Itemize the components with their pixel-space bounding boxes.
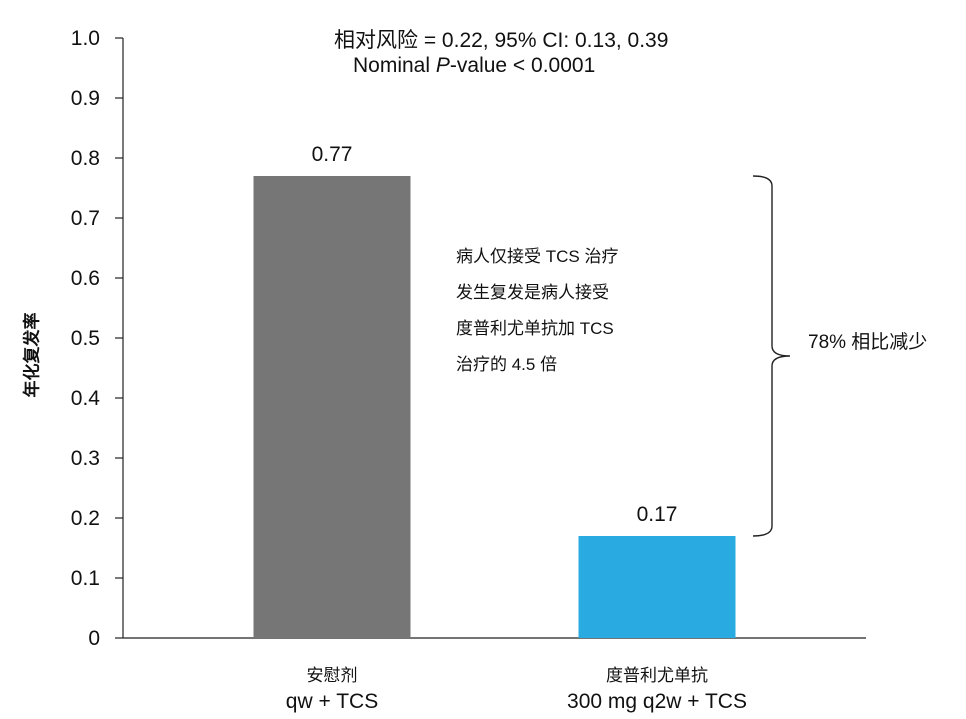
y-tick-label: 0.1: [71, 567, 100, 590]
bar-value-label: 0.77: [312, 143, 353, 166]
y-tick-label: 0.9: [71, 87, 100, 110]
y-tick-label: 0: [88, 627, 100, 650]
x-category-dose: qw + TCS: [285, 690, 379, 713]
bars: 0.77 0.17: [253, 143, 736, 638]
y-tick-label: 0.5: [71, 327, 100, 350]
note-line: 度普利尤单抗加 TCS: [456, 319, 614, 338]
bar-placebo: [253, 176, 411, 638]
x-category-dupilumab: 度普利尤单抗 300 mg q2w + TCS: [567, 664, 747, 716]
note-line: 发生复发是病人接受: [456, 283, 609, 302]
x-category-placebo: 安慰剂 qw + TCS: [286, 664, 378, 716]
y-tick-label: 0.8: [71, 147, 100, 170]
x-category-dose: 300 mg q2w + TCS: [567, 690, 747, 713]
y-tick-label: 0.3: [71, 447, 100, 470]
note-line: 病人仅接受 TCS 治疗: [456, 247, 619, 266]
note-line: 治疗的 4.5 倍: [456, 355, 558, 374]
p-value-suffix: -value < 0.0001: [449, 54, 596, 77]
reduction-bracket: [752, 175, 791, 537]
curly-brace: [752, 175, 791, 537]
bar-value-label: 0.17: [637, 503, 678, 526]
p-value-prefix: Nominal: [353, 54, 436, 77]
x-category-name: 安慰剂: [306, 666, 358, 685]
x-category-name: 度普利尤单抗: [606, 666, 708, 685]
y-tick-label: 0.4: [71, 387, 101, 410]
relative-risk-text: 相对风险 = 0.22, 95% CI: 0.13, 0.39: [334, 29, 669, 52]
reduction-label: 78% 相比减少: [808, 332, 928, 353]
comparison-note: 病人仅接受 TCS 治疗 发生复发是病人接受 度普利尤单抗加 TCS 治疗的 4…: [456, 239, 618, 383]
bar-dupilumab: [578, 536, 736, 638]
axes: 0 0.1 0.2 0.3 0.4 0.5 0.6 0.7 0.8 0.9 1.0: [71, 27, 866, 650]
y-tick-label: 0.7: [71, 207, 100, 230]
p-value-italic-p: P: [435, 54, 450, 77]
y-tick-label: 0.6: [71, 267, 100, 290]
y-tick-label: 0.2: [71, 507, 100, 530]
y-tick-label: 1.0: [71, 27, 100, 50]
y-axis-label: 年化复发率: [22, 312, 42, 398]
p-value-text: Nominal P-value < 0.0001: [353, 54, 595, 78]
